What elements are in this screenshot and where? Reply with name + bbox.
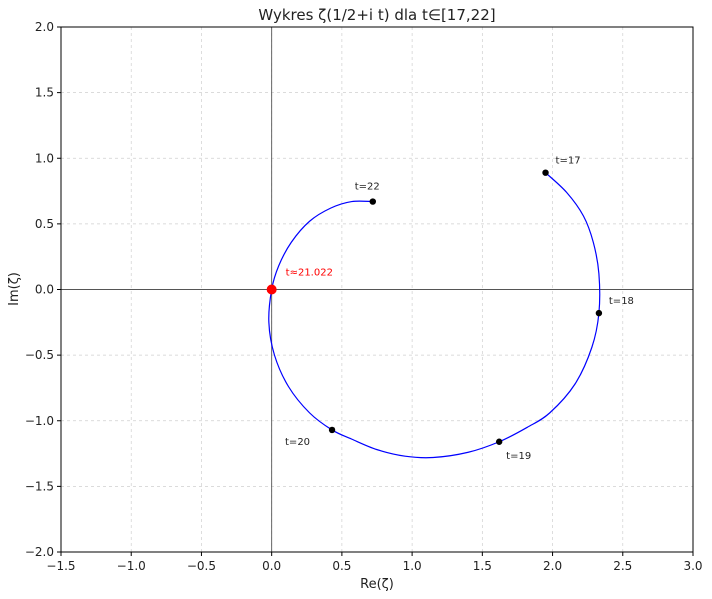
point-label: t=17 [556, 156, 581, 167]
zero-label: t≈21.022 [286, 268, 333, 279]
x-tick-label: 0.5 [332, 559, 351, 573]
y-axis-title: Im(ζ) [7, 272, 22, 306]
zeta-curve [268, 172, 601, 459]
point-label: t=19 [506, 451, 531, 462]
x-tick-label: 2.5 [613, 559, 632, 573]
point-marker [369, 198, 376, 205]
x-tick-label: 1.0 [403, 559, 422, 573]
y-axis-ticks: −2.0 −1.5 −1.0 −0.5 0.0 0.5 1.0 1.5 2.0 [25, 20, 61, 559]
x-tick-label: 3.0 [683, 559, 702, 573]
reference-lines [61, 27, 693, 552]
x-axis-ticks: −1.5 −1.0 −0.5 0.0 0.5 1.0 1.5 2.0 2.5 3.0 [46, 552, 703, 573]
point-marker [595, 309, 603, 317]
x-tick-label: 0.0 [262, 559, 281, 573]
y-tick-label: −1.0 [25, 414, 54, 428]
y-tick-label: 2.0 [35, 20, 54, 34]
y-tick-label: −1.5 [25, 479, 54, 493]
y-tick-label: 1.5 [35, 86, 54, 100]
x-tick-label: −1.0 [117, 559, 146, 573]
x-tick-label: −1.5 [46, 559, 75, 573]
y-tick-label: 0.5 [35, 217, 54, 231]
chart-title: Wykres ζ(1/2+i t) dla t∈[17,22] [258, 6, 495, 24]
y-tick-label: 0.0 [35, 283, 54, 297]
x-tick-label: 2.0 [543, 559, 562, 573]
x-tick-label: 1.5 [473, 559, 492, 573]
y-tick-label: −0.5 [25, 348, 54, 362]
x-axis-title: Re(ζ) [360, 577, 394, 592]
y-tick-label: 1.0 [35, 151, 54, 165]
point-marker [328, 426, 336, 434]
marked-points: t=17 t=18 t=19 t=20 t=22 t≈21.022 [266, 156, 634, 462]
point-label: t=20 [285, 437, 310, 448]
y-tick-label: −2.0 [25, 545, 54, 559]
point-label: t=22 [355, 182, 380, 193]
point-marker [542, 169, 549, 176]
zero-marker [266, 284, 277, 295]
x-tick-label: −0.5 [187, 559, 216, 573]
point-label: t=18 [609, 296, 634, 307]
point-marker [495, 438, 503, 445]
